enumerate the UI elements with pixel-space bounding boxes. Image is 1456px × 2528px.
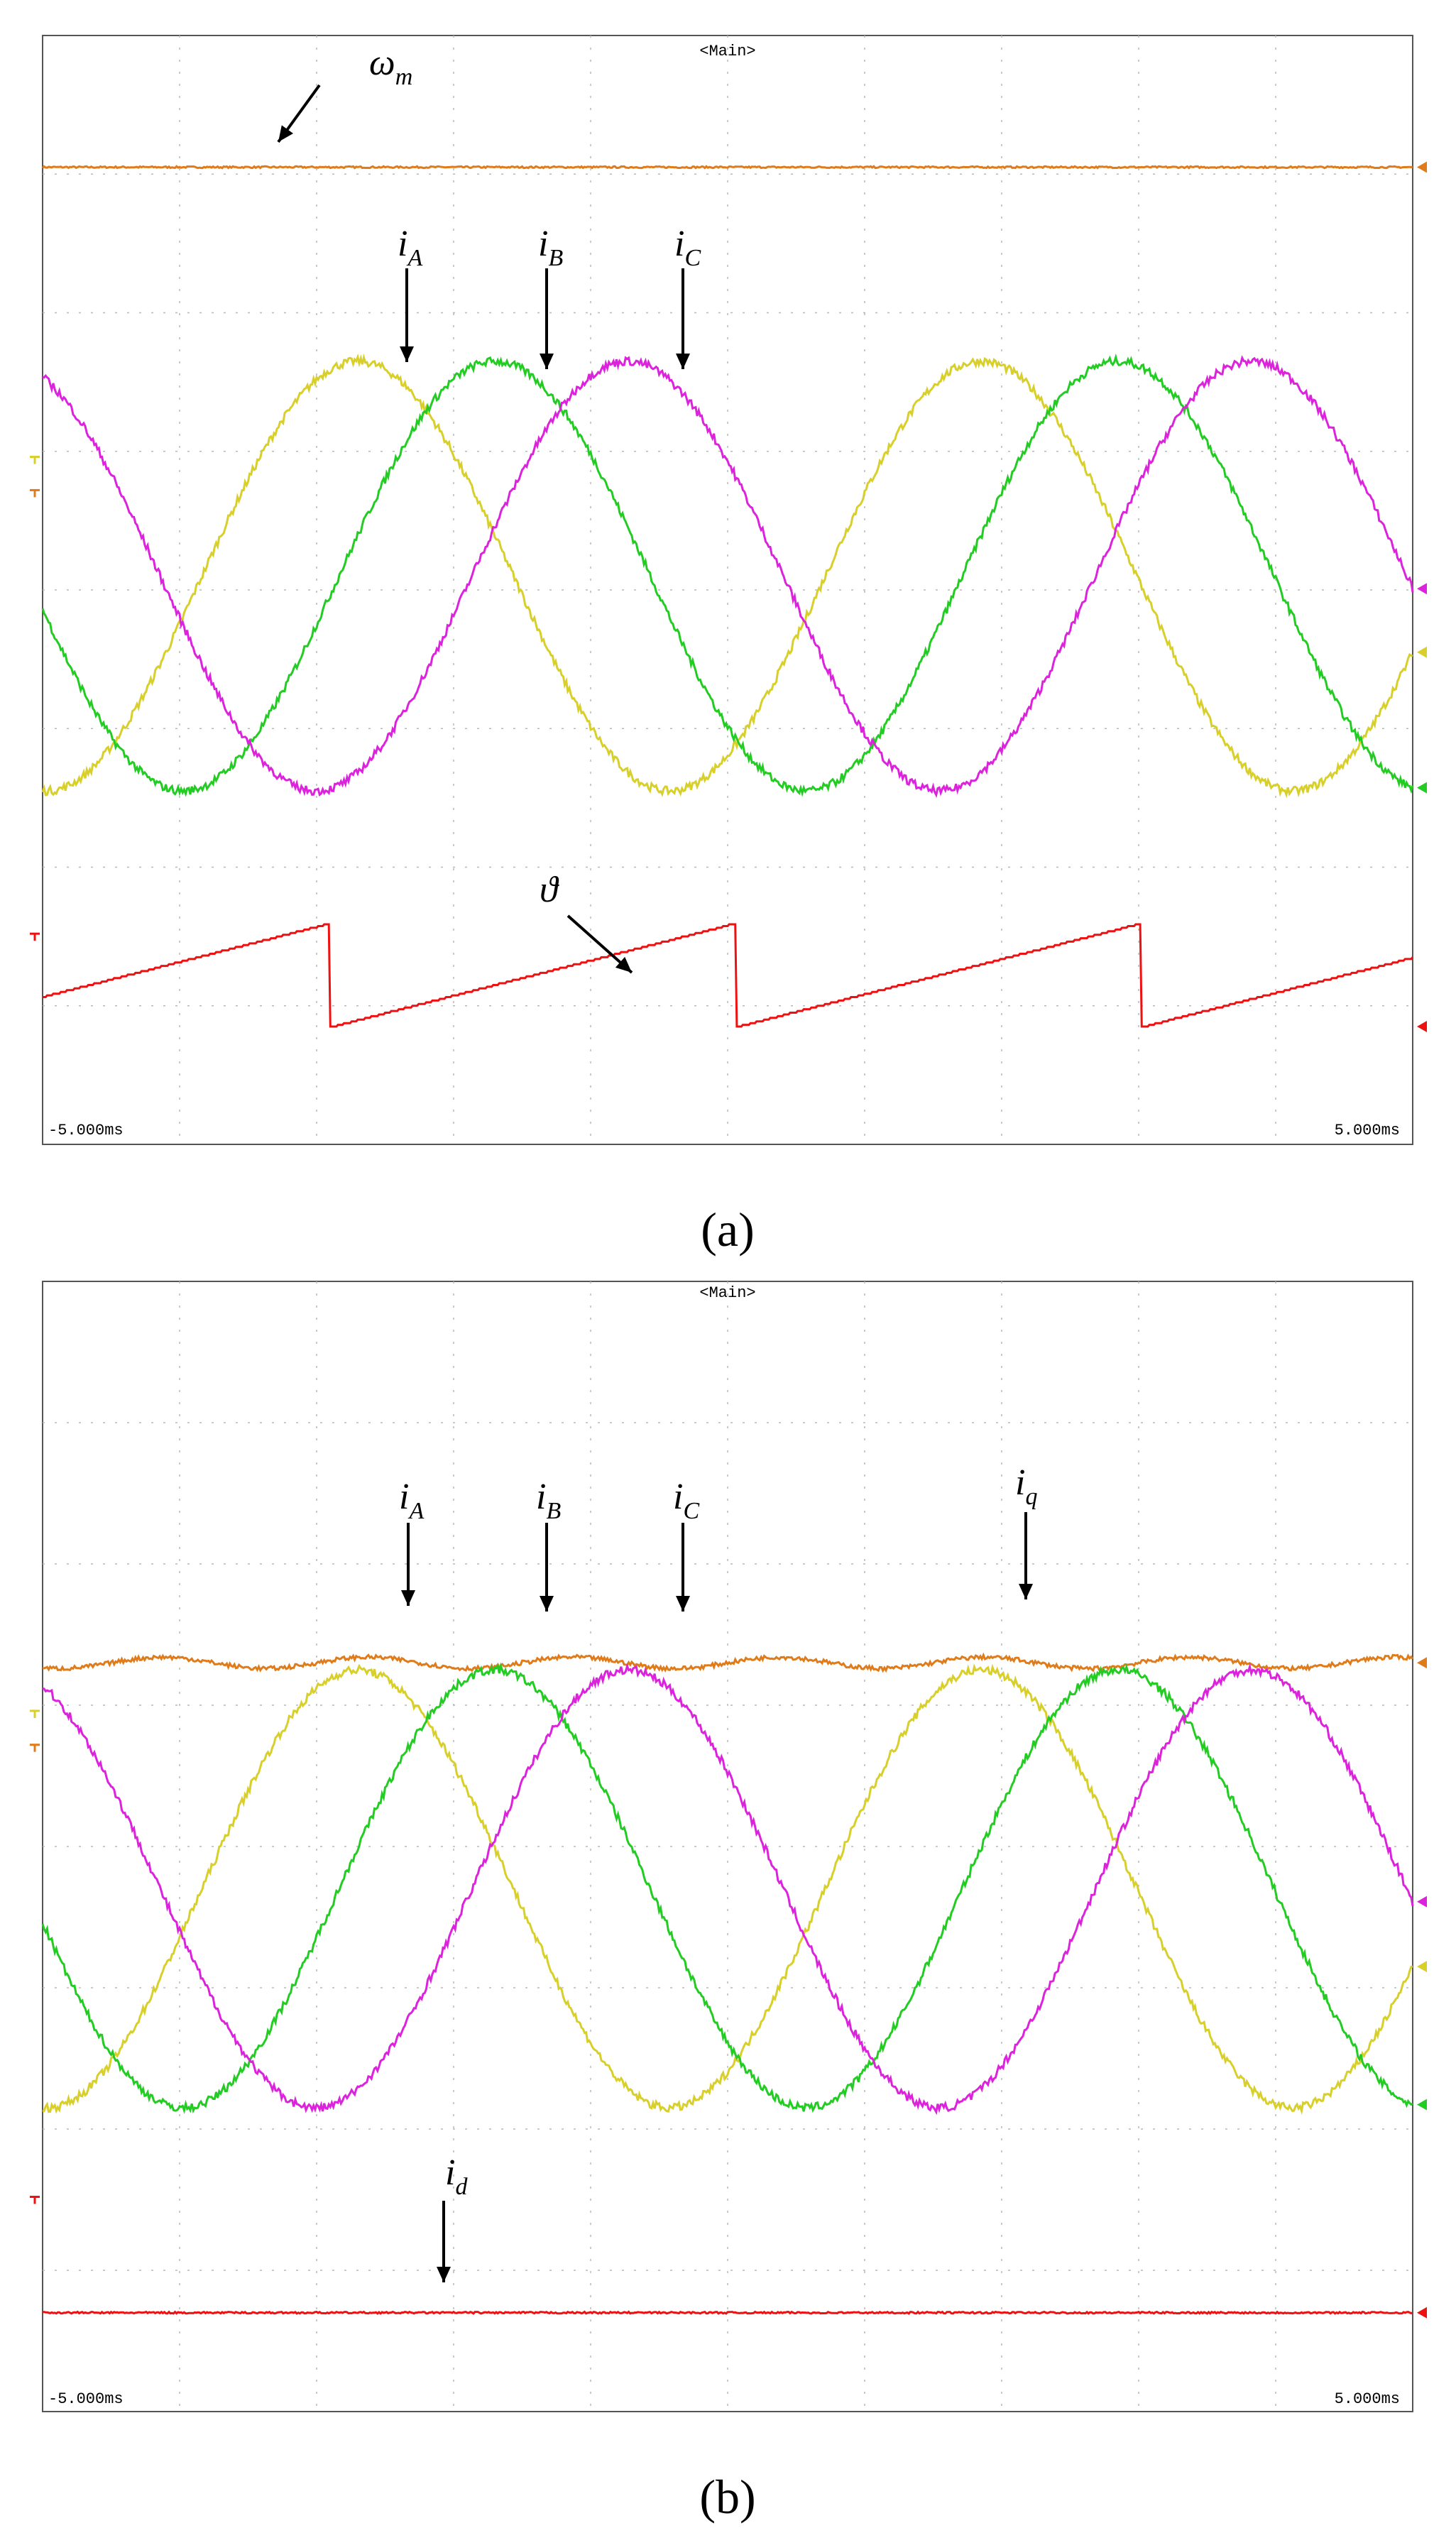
trace-id [42, 2310, 1413, 2315]
trace-label-m: ωm [369, 43, 412, 90]
chart-panel-b: iq iA iB iC id <Main> -5.000ms 5.000ms (b) [0, 1267, 1456, 2528]
trace-label-iq: iq [1015, 1462, 1037, 1510]
panel-label-a: (a) [701, 1203, 754, 1257]
oscilloscope-plot-b: iq iA iB iC id <Main> -5.000ms 5.000ms (b) [30, 1281, 1427, 2524]
header-label-a: <Main> [699, 43, 755, 60]
channel-marker [1417, 1021, 1427, 1033]
x-start-label-b: -5.000ms [48, 2390, 124, 2408]
arrowhead-id [437, 2267, 451, 2282]
channel-marker [1417, 1895, 1427, 1908]
traces-b [41, 1652, 1427, 2319]
trace-label-iB: iB [538, 224, 563, 271]
trace-label-iA: iA [398, 224, 422, 271]
channel-marker [1417, 583, 1427, 595]
trace-iA [41, 353, 1413, 799]
trace-label-iB: iB [536, 1477, 561, 1524]
panel-label-b: (b) [699, 2470, 755, 2524]
trace-m [41, 165, 1413, 170]
oscilloscope-plot-a: ωm iA iB iC ϑ <Main> -5.000ms 5.000ms (a) [30, 35, 1427, 1257]
x-start-label-a: -5.000ms [48, 1122, 124, 1139]
grid-a [30, 35, 1413, 1145]
trace-iB [41, 1662, 1413, 2114]
trace-iB [41, 353, 1414, 797]
arrowhead-m [278, 125, 294, 142]
arrowhead-iC [676, 354, 690, 369]
trace-iC [42, 1663, 1414, 2116]
trace-iq [42, 1652, 1414, 1673]
channel-marker [1417, 2307, 1427, 2319]
trace-labels-a: ωm iA iB iC ϑ [277, 43, 701, 974]
trace-label-iC: iC [674, 224, 701, 271]
trace-label-iC: iC [673, 1477, 699, 1524]
channel-marker [1417, 161, 1427, 173]
trace-label-id: id [445, 2152, 468, 2200]
arrowhead-iA [401, 1590, 415, 1606]
traces-a [41, 161, 1427, 1033]
arrowhead-iB [540, 354, 554, 369]
channel-marker [1417, 1961, 1427, 1973]
channel-marker [1417, 1657, 1427, 1669]
trace-labels-b: iq iA iB iC id [399, 1462, 1037, 2282]
trace-label-iA: iA [399, 1477, 424, 1524]
channel-marker [1417, 2099, 1427, 2111]
grid-b [30, 1281, 1413, 2412]
trace-iA [42, 1663, 1413, 2116]
arrowhead-iB [540, 1596, 554, 1612]
arrowhead-iA [400, 346, 414, 362]
channel-marker [1417, 646, 1427, 658]
arrowhead-iq [1019, 1584, 1033, 1599]
trace-label-theta: ϑ [540, 870, 559, 910]
trace-iC [42, 355, 1414, 798]
header-label-b: <Main> [699, 1284, 755, 1302]
x-end-label-a: 5.000ms [1335, 1122, 1400, 1139]
chart-panel-a: ωm iA iB iC ϑ <Main> -5.000ms 5.000ms (a) [0, 0, 1456, 1257]
x-end-label-b: 5.000ms [1335, 2390, 1400, 2408]
arrowhead-iC [676, 1596, 690, 1612]
channel-marker [1417, 782, 1427, 794]
trace-theta [43, 923, 1414, 1028]
arrowhead-theta [615, 956, 632, 973]
